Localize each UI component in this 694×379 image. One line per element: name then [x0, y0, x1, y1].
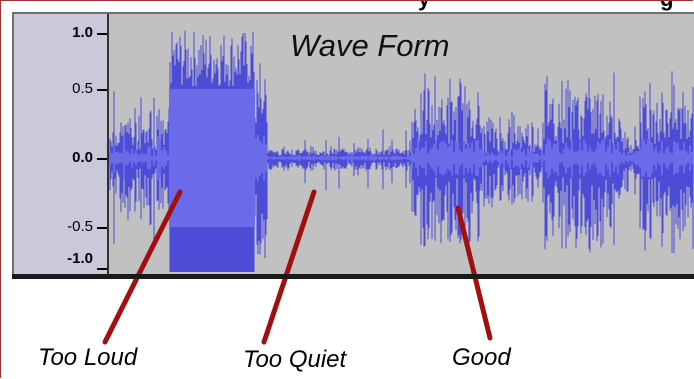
amplitude-label-upper-mid: 0.5: [72, 80, 93, 97]
annotation-too-quiet: Too Quiet: [243, 346, 347, 373]
amplitude-tick: [97, 89, 107, 91]
track-bottom-border: [12, 274, 694, 279]
amplitude-tick: [97, 268, 107, 270]
callout-line-too-quiet: [261, 189, 317, 345]
annotation-too-loud: Too Loud: [38, 344, 138, 371]
top-cropped-heading: yg: [0, 0, 694, 12]
amplitude-tick: [97, 227, 107, 229]
amplitude-label-lower-mid: -0.5: [67, 218, 93, 235]
waveform-shape: [109, 30, 694, 272]
amplitude-ruler: 1.0 0.5 0.0 -0.5 -1.0: [14, 14, 109, 274]
waveform-title: Wave Form: [290, 28, 450, 63]
amplitude-label-bottom: -1.0: [67, 250, 93, 267]
amplitude-tick: [97, 33, 107, 35]
amplitude-tick: [97, 158, 107, 160]
callout-line-too-loud: [102, 189, 183, 345]
callout-line-good: [455, 205, 493, 341]
amplitude-label-top: 1.0: [72, 24, 93, 41]
amplitude-label-zero: 0.0: [72, 149, 93, 166]
annotation-good: Good: [452, 344, 511, 371]
